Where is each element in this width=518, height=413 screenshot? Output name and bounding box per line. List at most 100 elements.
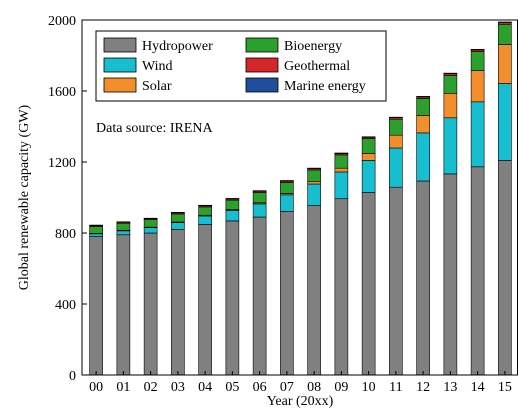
bar-segment-solar	[334, 167, 349, 173]
bar-segment-bioenergy	[225, 199, 240, 210]
bars-layer	[89, 21, 512, 376]
bar-segment-bioenergy	[252, 192, 267, 204]
bar-segment-marine-energy	[389, 116, 403, 119]
x-axis-label: Year (20xx)	[267, 394, 334, 409]
bar-segment-hydropower	[89, 236, 103, 376]
bar-segment-hydropower	[443, 173, 458, 376]
bar-segment-hydropower	[361, 192, 376, 376]
bar-segment-solar	[416, 115, 430, 134]
bar-segment-bioenergy	[280, 182, 294, 194]
bar-segment-bioenergy	[307, 169, 321, 183]
x-tick-label: 15	[498, 380, 512, 395]
bar-segment-bioenergy	[498, 23, 512, 45]
bar-segment-solar	[361, 153, 376, 161]
bar-segment-bioenergy	[143, 219, 158, 228]
bar-segment-marine-energy	[470, 49, 485, 51]
y-axis-label: Global renewable capacity (GW)	[17, 104, 32, 290]
bar-segment-bioenergy	[416, 98, 430, 116]
legend-label-solar: Solar	[142, 79, 172, 94]
bar-segment-wind	[252, 203, 267, 218]
bar-segment-bioenergy	[443, 75, 458, 94]
x-tick-label: 01	[116, 380, 130, 395]
bar-segment-bioenergy	[470, 51, 485, 71]
bar-segment-marine-energy	[416, 96, 430, 98]
bar-segment-solar	[443, 93, 458, 119]
y-tick-label: 2000	[48, 14, 76, 29]
bar-segment-wind	[416, 132, 430, 182]
x-tick-label: 07	[280, 380, 294, 395]
legend-swatch-geothermal	[245, 57, 279, 73]
bar-segment-hydropower	[416, 180, 430, 376]
bar-segment-wind	[198, 215, 212, 225]
x-tick-label: 09	[334, 380, 348, 395]
y-tick-label: 1200	[48, 156, 76, 171]
x-axis-ticks: 00 01 02 03 04 05 06 07 08 09 10 11 12 13 14 15	[89, 371, 512, 395]
x-tick-label: 00	[89, 380, 103, 395]
legend-label-wind: Wind	[142, 59, 173, 74]
x-tick-label: 14	[471, 380, 485, 395]
bar-segment-wind	[470, 101, 485, 168]
data-source-note: Data source: IRENA	[96, 121, 214, 136]
x-tick-label: 02	[144, 380, 158, 395]
bar-segment-wind	[389, 147, 403, 188]
x-tick-label: 04	[198, 380, 212, 395]
bar-segment-wind	[443, 117, 458, 175]
bar-segment-marine-energy	[198, 204, 212, 207]
bar-segment-wind	[143, 227, 158, 234]
x-tick-label: 12	[416, 380, 430, 395]
legend-label-geothermal: Geothermal	[284, 59, 350, 74]
bar-segment-hydropower	[198, 224, 212, 376]
legend-swatch-hydropower	[103, 37, 137, 53]
bar-segment-wind	[498, 83, 512, 161]
bar-segment-hydropower	[389, 186, 403, 376]
bar-segment-wind	[171, 222, 185, 230]
y-tick-label: 0	[69, 369, 76, 384]
legend-label-hydropower: Hydropower	[142, 39, 213, 54]
bar-segment-hydropower	[116, 234, 131, 376]
bar-segment-solar	[498, 44, 512, 84]
bar-segment-solar	[307, 181, 321, 185]
bar-segment-bioenergy	[89, 226, 103, 234]
legend-box	[95, 30, 387, 102]
legend-swatch-wind	[103, 57, 137, 73]
bar-segment-hydropower	[334, 198, 349, 376]
legend-label-marine-energy: Marine energy	[284, 79, 366, 94]
bar-segment-hydropower	[171, 229, 185, 376]
bar-segment-bioenergy	[389, 118, 403, 136]
x-tick-label: 06	[253, 380, 267, 395]
x-tick-label: 08	[307, 380, 321, 395]
bar-segment-hydropower	[498, 160, 512, 376]
legend-swatch-marine-energy	[245, 77, 279, 93]
bar-segment-hydropower	[225, 220, 240, 376]
y-axis-ticks: 0 400 800 1200 1600 2000	[48, 14, 87, 384]
bar-segment-bioenergy	[171, 213, 185, 223]
bar-segment-marine-energy	[225, 198, 240, 200]
x-tick-label: 11	[389, 380, 402, 395]
bar-segment-wind	[225, 210, 240, 222]
x-tick-label: 03	[171, 380, 185, 395]
bar-segment-wind	[334, 171, 349, 200]
legend-swatch-solar	[103, 77, 137, 93]
y-tick-label: 800	[55, 227, 76, 242]
bar-segment-wind	[280, 194, 294, 212]
bar-segment-marine-energy	[498, 21, 512, 23]
bar-segment-hydropower	[252, 216, 267, 376]
bar-segment-bioenergy	[116, 222, 131, 231]
bar-segment-wind	[361, 160, 376, 193]
bar-segment-marine-energy	[252, 190, 267, 192]
y-tick-label: 400	[55, 298, 76, 313]
bar-segment-bioenergy	[198, 206, 212, 216]
x-tick-label: 13	[443, 380, 457, 395]
legend-swatch-bioenergy	[245, 37, 279, 53]
bar-segment-wind	[307, 183, 321, 206]
bar-segment-marine-energy	[143, 217, 158, 220]
x-tick-label: 10	[362, 380, 376, 395]
bar-segment-marine-energy	[334, 152, 349, 154]
bar-segment-marine-energy	[171, 212, 185, 214]
bar-segment-solar	[389, 134, 403, 149]
bar-segment-bioenergy	[334, 154, 349, 169]
bar-segment-bioenergy	[361, 138, 376, 154]
legend: Hydropower Bioenergy Wind Geothermal Solar Ma…	[95, 30, 387, 102]
bar-segment-marine-energy	[280, 180, 294, 182]
legend-label-bioenergy: Bioenergy	[284, 39, 342, 54]
